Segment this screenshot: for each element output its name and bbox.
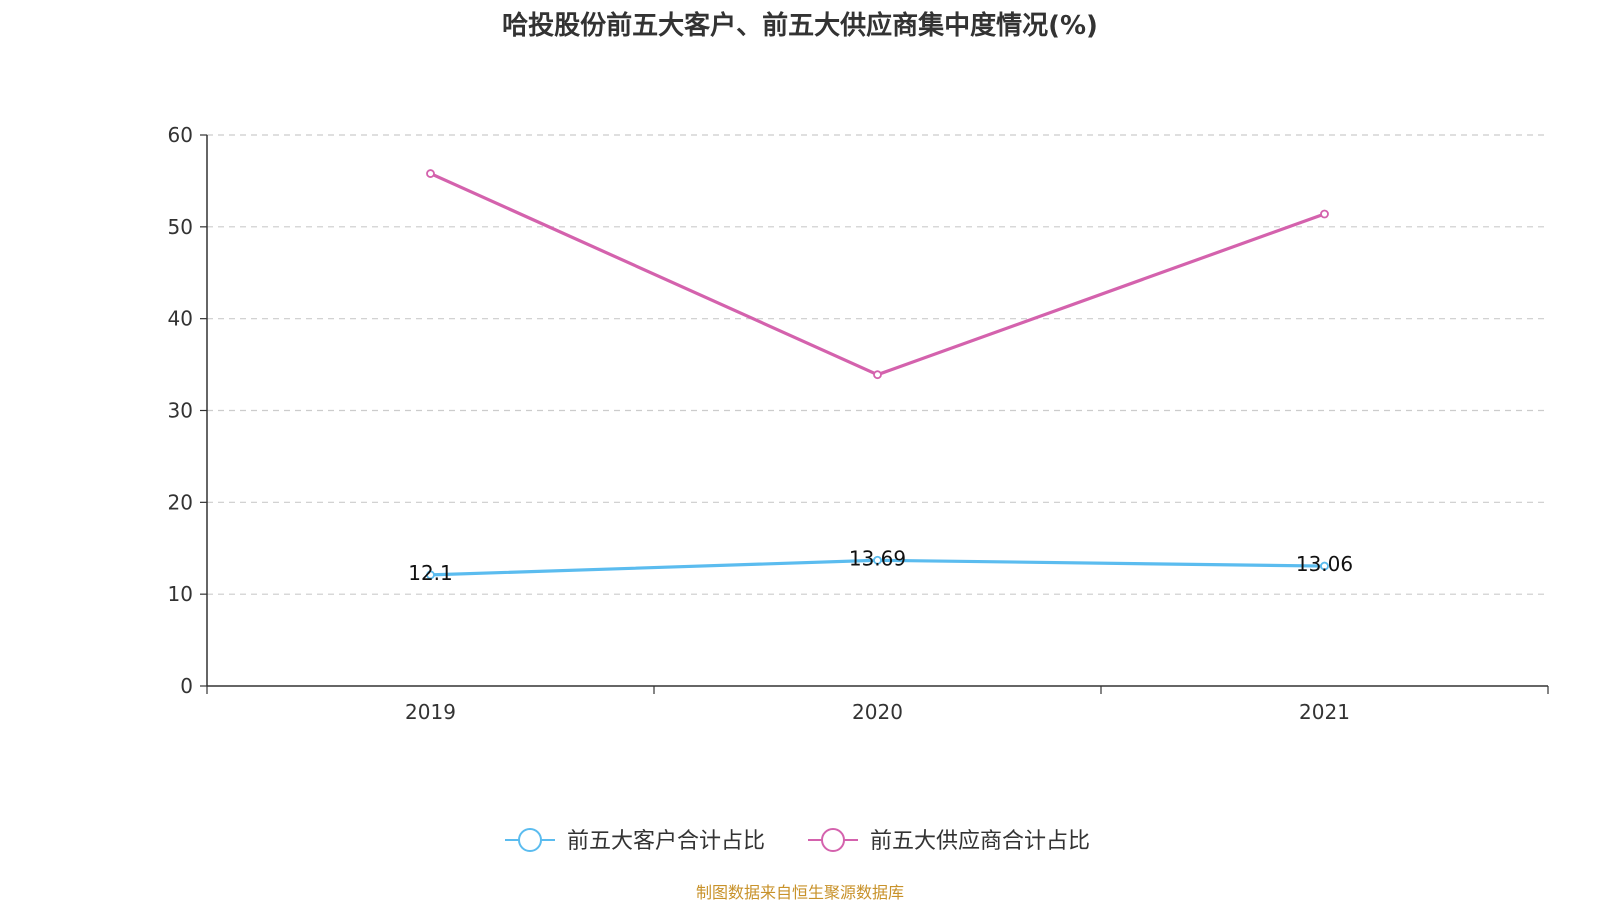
source-note: 制图数据来自恒生聚源数据库 [696,883,904,900]
chart-title: 哈投股份前五大客户、前五大供应商集中度情况(%) [502,10,1098,41]
data-labels: 12.1 13.69 13.06 [408,546,1353,585]
axes: 0 10 20 30 40 50 60 2019 2020 2021 [168,123,1549,724]
legend-item-0[interactable]: 前五大客户合计占比 [505,828,765,854]
x-tick-label-2020: 2020 [852,700,903,724]
series-0-label-2019: 12.1 [408,561,453,585]
series-1-point-2019[interactable] [426,169,435,178]
legend[interactable]: 前五大客户合计占比 前五大供应商合计占比 [505,828,1090,854]
series-0-point-2020[interactable] [873,555,882,565]
series-0-point-2019[interactable] [426,570,435,580]
legend-label-0: 前五大客户合计占比 [567,829,765,854]
legend-label-1: 前五大供应商合计占比 [870,829,1090,854]
legend-item-1[interactable]: 前五大供应商合计占比 [808,828,1090,854]
y-tick-label-20: 20 [168,490,193,514]
y-tick-label-10: 10 [168,582,193,606]
series-0-label-2021: 13.06 [1296,552,1353,576]
x-tick-label-2021: 2021 [1299,700,1350,724]
series-0-point-2021[interactable] [1320,561,1329,571]
series-0-label-2020: 13.69 [849,546,906,570]
legend-marker-1 [821,828,845,852]
y-tick-label-0: 0 [180,674,193,698]
series-1-point-2020[interactable] [873,370,882,380]
legend-marker-0 [518,828,542,852]
x-tick-label-2019: 2019 [405,700,456,724]
y-tick-label-50: 50 [168,215,193,239]
grid [207,134,1548,595]
y-tick-label-40: 40 [168,307,193,331]
y-tick-label-30: 30 [168,399,193,423]
series-line-1[interactable] [429,172,1326,377]
series-1-point-2021[interactable] [1320,209,1329,219]
series [426,169,1329,580]
y-tick-label-60: 60 [168,123,193,147]
